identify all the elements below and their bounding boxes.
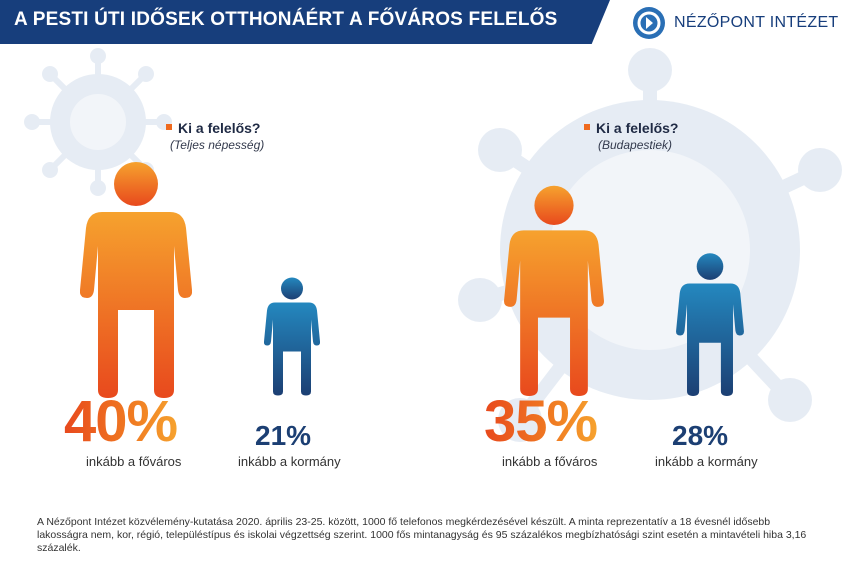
page-title: A PESTI ÚTI IDŐSEK OTTHONÁÉRT A FŐVÁROS … bbox=[14, 9, 558, 30]
panel-heading-left: Ki a felelős? (Teljes népesség) bbox=[166, 120, 264, 152]
value-label-right-kormany: 28% bbox=[672, 420, 729, 451]
panel-heading-right: Ki a felelős? (Budapestiek) bbox=[584, 120, 678, 152]
person-icon-orange-right bbox=[504, 185, 604, 396]
person-icon-blue-left bbox=[264, 277, 320, 396]
bullet-square-icon bbox=[166, 124, 172, 131]
category-label-left-kormany: inkább a kormány bbox=[238, 454, 341, 469]
logo-text: NÉZŐPONT INTÉZET bbox=[674, 14, 839, 31]
person-icon-orange-left bbox=[80, 162, 192, 398]
group-label-left: (Teljes népesség) bbox=[170, 138, 265, 152]
question-label-right: Ki a felelős? bbox=[584, 120, 678, 136]
question-label-left: Ki a felelős? bbox=[166, 120, 264, 136]
bullet-square-icon bbox=[584, 124, 590, 131]
category-label-right-fovaros: inkább a főváros bbox=[502, 454, 598, 469]
value-label-right-fovaros: 35% bbox=[484, 389, 598, 454]
logo-mark-icon bbox=[633, 7, 665, 39]
title-banner: A PESTI ÚTI IDŐSEK OTTHONÁÉRT A FŐVÁROS … bbox=[0, 0, 610, 44]
person-icon-blue-right bbox=[676, 253, 744, 396]
methodology-footnote: A Nézőpont Intézet közvélemény-kutatása … bbox=[37, 516, 807, 554]
category-label-left-fovaros: inkább a főváros bbox=[86, 454, 182, 469]
value-label-left-fovaros: 40% bbox=[64, 389, 178, 454]
value-label-left-kormany: 21% bbox=[255, 420, 312, 451]
group-label-right: (Budapestiek) bbox=[598, 138, 673, 152]
logo: NÉZŐPONT INTÉZET bbox=[632, 6, 838, 40]
category-label-right-kormany: inkább a kormány bbox=[655, 454, 758, 469]
